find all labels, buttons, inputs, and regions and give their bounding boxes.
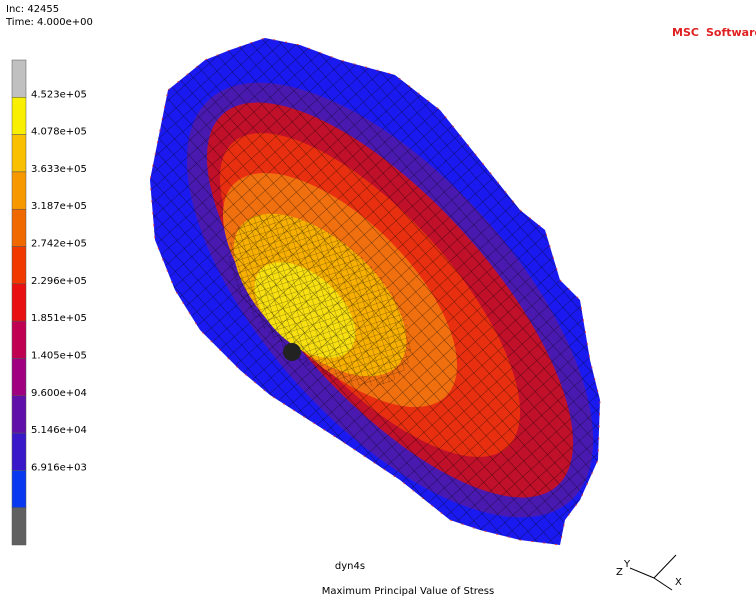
triad-z-label: Z xyxy=(616,567,623,578)
legend-swatch xyxy=(12,60,26,97)
legend-label: 9.600e+04 xyxy=(31,388,87,399)
triad-x-label: X xyxy=(675,577,682,588)
triad-y-axis xyxy=(630,568,654,578)
legend-swatch xyxy=(12,470,26,507)
legend-label: 2.742e+05 xyxy=(31,239,87,250)
viewport: Inc: 42455 Time: 4.000e+00 MSC Software … xyxy=(0,0,756,602)
legend-label: 3.187e+05 xyxy=(31,201,87,212)
triad-z-axis xyxy=(654,555,676,578)
legend-label: 2.296e+05 xyxy=(31,276,87,287)
legend-swatch xyxy=(12,135,26,172)
legend-swatch xyxy=(12,172,26,209)
legend-label: 5.146e+04 xyxy=(31,425,87,436)
legend-swatch xyxy=(12,433,26,470)
triad-x-axis xyxy=(654,578,672,590)
legend-swatch xyxy=(12,321,26,358)
legend-swatch xyxy=(12,284,26,321)
legend-swatch xyxy=(12,358,26,395)
logo-brand: MSC xyxy=(672,26,699,39)
legend-swatch xyxy=(12,209,26,246)
logo-product: Software xyxy=(706,26,756,39)
quantity-label: Maximum Principal Value of Stress xyxy=(322,586,494,597)
scene: Inc: 42455 Time: 4.000e+00 MSC Software … xyxy=(0,0,756,602)
legend-label: 1.405e+05 xyxy=(31,350,87,361)
legend-label: 4.523e+05 xyxy=(31,89,87,100)
legend-label: 3.633e+05 xyxy=(31,164,87,175)
job-name: dyn4s xyxy=(335,561,365,572)
increment: Inc: 42455 xyxy=(6,4,59,15)
legend-swatch xyxy=(12,508,26,545)
time: Time: 4.000e+00 xyxy=(5,17,93,28)
triad-y-label: Y xyxy=(623,559,631,570)
legend-label: 4.078e+05 xyxy=(31,127,87,138)
legend-swatch xyxy=(12,396,26,433)
legend-label: 6.916e+03 xyxy=(31,462,87,473)
legend-swatch xyxy=(12,97,26,134)
stress-contour xyxy=(0,0,756,602)
color-legend: 4.523e+05 4.078e+05 3.633e+05 3.187e+05 2.74… xyxy=(12,60,87,545)
legend-swatch xyxy=(12,247,26,284)
axis-triad: Y Z X xyxy=(616,555,682,590)
legend-label: 1.851e+05 xyxy=(31,313,87,324)
logo: MSC Software xyxy=(672,26,756,39)
